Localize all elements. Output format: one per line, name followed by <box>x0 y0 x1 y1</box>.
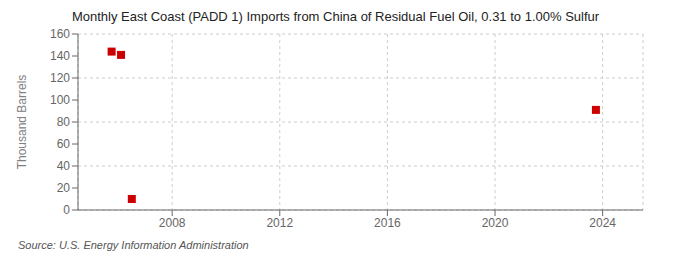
svg-text:140: 140 <box>50 49 70 63</box>
svg-text:20: 20 <box>57 181 71 195</box>
svg-text:160: 160 <box>50 27 70 41</box>
svg-text:0: 0 <box>63 203 70 217</box>
html-text:Source: U.S. Energy Informatio: Source: U.S. Energy Information Administ… <box>18 239 249 251</box>
svg-text:2012: 2012 <box>266 216 293 230</box>
svg-text:2020: 2020 <box>482 216 509 230</box>
svg-text:100: 100 <box>50 93 70 107</box>
svg-text:60: 60 <box>57 137 71 151</box>
svg-text:2008: 2008 <box>159 216 186 230</box>
svg-text:2016: 2016 <box>374 216 401 230</box>
svg-text:80: 80 <box>57 115 71 129</box>
html-text:Monthly East Coast (PADD 1) Im: Monthly East Coast (PADD 1) Imports from… <box>71 9 600 24</box>
svg-text:40: 40 <box>57 159 71 173</box>
svg-text:Thousand Barrels: Thousand Barrels <box>15 75 29 170</box>
svg-text:120: 120 <box>50 71 70 85</box>
svg-text:2024: 2024 <box>589 216 616 230</box>
